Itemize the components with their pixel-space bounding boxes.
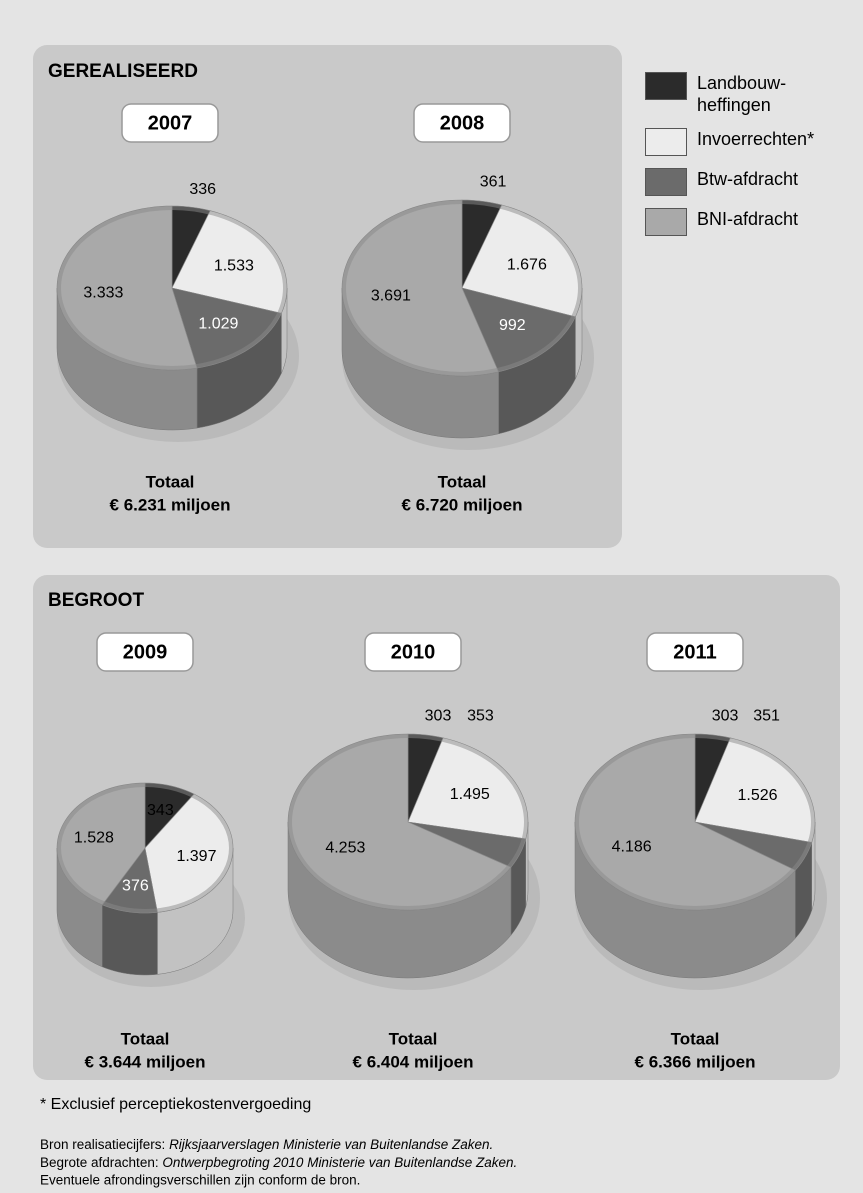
year-tab: [96, 632, 194, 672]
data-label: 1.495: [450, 786, 490, 803]
year-label: 2007: [148, 112, 193, 134]
legend-swatch: [645, 128, 687, 156]
legend-item: Landbouw-heffingen: [645, 72, 855, 116]
total-label: Totaal: [121, 1029, 170, 1048]
total-value: € 6.231 miljoen: [110, 495, 231, 514]
source-emphasis: Ontwerpbegroting 2010 Ministerie van Bui…: [162, 1155, 517, 1170]
legend-label: Landbouw-heffingen: [697, 73, 787, 115]
source-text: Begrote afdrachten:: [40, 1155, 162, 1170]
data-label: 1.397: [176, 848, 216, 865]
data-label: 1.528: [74, 829, 114, 846]
pie-side: [102, 904, 158, 976]
legend-item: Invoerrechten*: [645, 128, 855, 156]
legend-item: Btw-afdracht: [645, 168, 855, 196]
legend-swatch: [645, 72, 687, 100]
year-label: 2008: [440, 112, 485, 134]
year-label: 2011: [673, 641, 716, 663]
legend-swatch: [645, 168, 687, 196]
footnote: * Exclusief perceptiekostenvergoeding: [40, 1096, 311, 1113]
total-label: Totaal: [671, 1029, 720, 1048]
data-label: 1.533: [214, 257, 254, 274]
source-line: Eventuele afrondingsverschillen zijn con…: [40, 1173, 360, 1188]
source-emphasis: Rijksjaarverslagen Ministerie van Buiten…: [169, 1137, 493, 1152]
data-label: 3.691: [371, 287, 411, 304]
section-title: GEREALISEERD: [48, 61, 198, 82]
total-value: € 3.644 miljoen: [85, 1052, 206, 1071]
legend-label: Invoerrechten*: [697, 129, 815, 149]
data-label: 343: [147, 802, 174, 819]
year-tab: [364, 632, 462, 672]
legend: Landbouw-heffingen Invoerrechten* Btw-afdr…: [645, 72, 855, 248]
data-label: 303: [712, 708, 739, 725]
data-label: 992: [499, 317, 526, 334]
year-tab: [121, 103, 219, 143]
source-line: Bron realisatiecijfers: Rijksjaarverslag…: [40, 1137, 493, 1152]
data-label: 361: [480, 174, 507, 191]
pie-rim: [288, 734, 528, 910]
data-label: 4.186: [612, 838, 652, 855]
data-label: 1.029: [198, 316, 238, 333]
data-label: 1.676: [507, 256, 547, 273]
total-value: € 6.720 miljoen: [402, 495, 523, 514]
year-label: 2010: [391, 641, 436, 663]
total-value: € 6.366 miljoen: [635, 1052, 756, 1071]
pie-rim: [342, 200, 582, 376]
year-label: 2009: [123, 641, 168, 663]
total-label: Totaal: [146, 472, 195, 491]
source-text: Bron realisatiecijfers:: [40, 1137, 169, 1152]
legend-swatch: [645, 208, 687, 236]
year-tab: [646, 632, 744, 672]
total-value: € 6.404 miljoen: [353, 1052, 474, 1071]
data-label: 376: [122, 878, 149, 895]
data-label: 351: [753, 708, 780, 725]
data-label: 353: [467, 708, 494, 725]
legend-label: BNI-afdracht: [697, 209, 799, 229]
data-label: 1.526: [738, 787, 778, 804]
data-label: 3.333: [83, 285, 123, 302]
year-tab: [413, 103, 511, 143]
pie-rim: [57, 783, 233, 913]
data-label: 4.253: [325, 839, 365, 856]
pie-rim: [57, 206, 287, 370]
data-label: 336: [189, 181, 216, 198]
pie-rim: [575, 734, 815, 910]
source-line: Begrote afdrachten: Ontwerpbegroting 201…: [40, 1155, 517, 1170]
legend-label: Btw-afdracht: [697, 169, 799, 189]
data-label: 303: [425, 708, 452, 725]
legend-item: BNI-afdracht: [645, 208, 855, 236]
total-label: Totaal: [389, 1029, 438, 1048]
section-title: BEGROOT: [48, 590, 144, 611]
total-label: Totaal: [438, 472, 487, 491]
